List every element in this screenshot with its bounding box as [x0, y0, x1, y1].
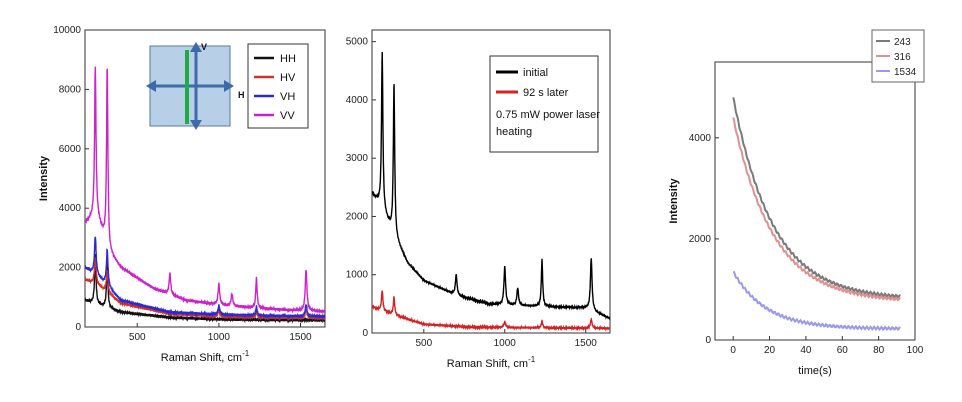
inset-arrow-up: [190, 42, 202, 52]
x-tick-label: 0: [730, 345, 736, 356]
legend-label: initial: [523, 67, 548, 79]
x-tick-label: 500: [415, 338, 432, 349]
series-line-initial: [372, 51, 610, 321]
y-axis-label: Intensity: [38, 155, 50, 201]
legend-note: heating: [496, 126, 532, 138]
series-line-316: [732, 117, 901, 302]
x-axis-label: Raman Shift, cm-1: [447, 355, 536, 370]
x-axis-label: time(s): [798, 365, 832, 377]
inset-arrow-left: [146, 80, 156, 92]
chart3-plot: 0 2000 4000 0 20 40 60 80 100 time(s) Intensity 243…: [668, 29, 925, 377]
x-tick-label: 40: [800, 345, 812, 356]
legend-label: HH: [280, 53, 296, 65]
chart1-plot: 0 2000 4000 6000 8000 10000 500 1000 1500 Raman S…: [38, 25, 326, 364]
y-tick-label: 2000: [689, 234, 712, 245]
x-axis-label-superscript: -1: [242, 349, 250, 358]
series-line-243: [732, 97, 901, 299]
legend-label: VV: [280, 110, 295, 122]
legend-note: 0.75 mW power laser: [496, 109, 600, 121]
x-tick-label: 80: [873, 345, 885, 356]
y-tick-label: 3000: [346, 153, 369, 164]
series-line-92-s-later: [372, 290, 610, 332]
y-tick-label: 5000: [346, 37, 369, 48]
x-tick-label: 500: [129, 332, 146, 343]
series-line-1534: [732, 270, 901, 332]
series-line-HH: [85, 253, 325, 324]
plot-frame: [84, 29, 326, 328]
legend-label: 243: [894, 37, 911, 48]
x-tick-label: 1000: [208, 332, 231, 343]
polarization-inset: V H: [146, 42, 245, 130]
series-line-VH: [85, 236, 325, 320]
x-tick-label: 100: [907, 345, 924, 356]
plot-frame: [371, 29, 611, 334]
chart-intensity-decay: 0 2000 4000 0 20 40 60 80 100 time(s) Intensity 243…: [668, 29, 925, 377]
legend-label: VH: [280, 91, 295, 103]
legend-label: 316: [894, 52, 911, 63]
inset-arrow-right: [224, 80, 234, 92]
y-tick-label: 2000: [59, 263, 82, 274]
legend-label: 92 s later: [523, 87, 569, 99]
inset-v-label: V: [201, 42, 207, 52]
y-tick-label: 4000: [59, 203, 82, 214]
series-line-VV: [85, 66, 325, 315]
inset-arrow-down: [190, 120, 202, 130]
legend-label: HV: [280, 72, 296, 84]
y-axis-label: Intensity: [668, 178, 680, 224]
y-tick-label: 8000: [59, 84, 82, 95]
x-tick-label: 1500: [289, 332, 312, 343]
y-tick-label: 0: [705, 335, 711, 346]
inset-h-label: H: [238, 90, 245, 100]
y-tick-label: 4000: [689, 133, 712, 144]
x-tick-label: 20: [764, 345, 776, 356]
y-tick-label: 2000: [346, 211, 369, 222]
y-tick-label: 10000: [53, 25, 81, 36]
chart-polarized-spectra: 0 2000 4000 6000 8000 10000 500 1000 1500 Raman S…: [38, 25, 326, 364]
y-tick-label: 0: [362, 328, 368, 339]
x-axis-label: Raman Shift, cm-1: [161, 349, 250, 364]
x-axis-label-superscript: -1: [528, 355, 536, 364]
plot-frame: [714, 61, 916, 341]
y-tick-label: 4000: [346, 95, 369, 106]
y-tick-label: 0: [75, 322, 81, 333]
chart2-plot: 0 1000 2000 3000 4000 5000 500 1000 1500 Raman Sh…: [346, 29, 611, 370]
x-tick-label: 1500: [575, 338, 598, 349]
y-tick-label: 1000: [346, 270, 369, 281]
x-tick-label: 60: [837, 345, 849, 356]
x-tick-label: 1000: [494, 338, 517, 349]
chart-laser-heating-spectra: 0 1000 2000 3000 4000 5000 500 1000 1500 Raman Sh…: [346, 29, 611, 370]
y-tick-label: 6000: [59, 144, 82, 155]
legend-label: 1534: [894, 67, 917, 78]
